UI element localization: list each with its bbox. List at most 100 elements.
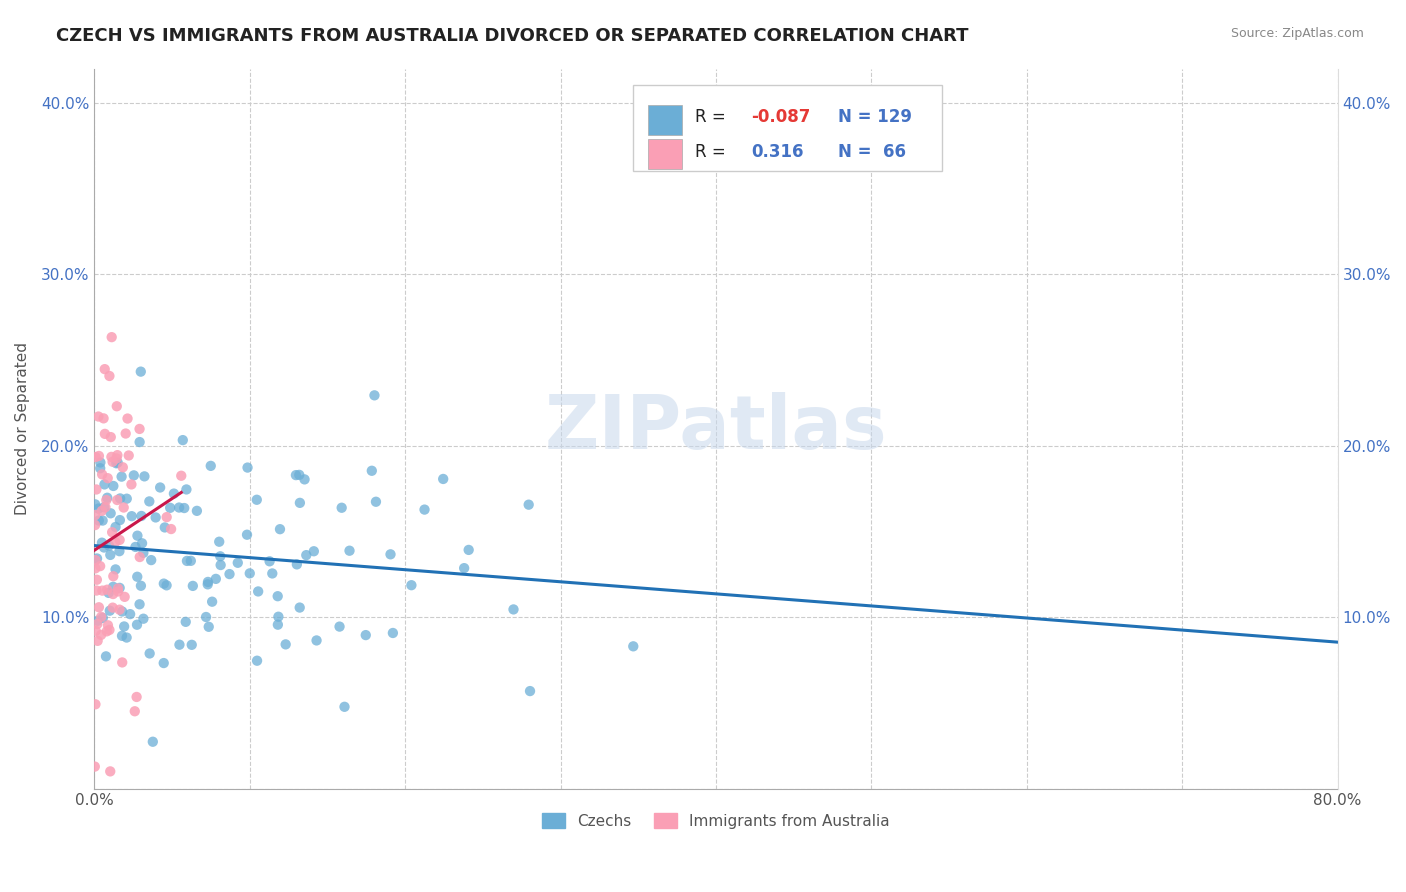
Point [84, 497, 107, 511]
Point [84, 624, 107, 638]
Point [84, 450, 107, 464]
Legend: Czechs, Immigrants from Australia: Czechs, Immigrants from Australia [536, 806, 896, 835]
Point [453, 561, 475, 575]
Point [96, 493, 118, 508]
Point [153, 520, 176, 534]
Point [105, 456, 128, 470]
Point [98, 539, 121, 553]
Point [98, 604, 121, 618]
Point [305, 633, 328, 648]
Point [401, 578, 423, 592]
Point [197, 577, 219, 591]
Point [269, 522, 291, 536]
Point [112, 619, 135, 633]
Point [288, 496, 311, 510]
Point [90, 535, 112, 549]
Point [90, 504, 112, 518]
Point [197, 574, 219, 589]
Point [519, 684, 541, 698]
Point [201, 595, 224, 609]
Point [200, 458, 222, 473]
Point [86, 573, 108, 587]
Point [128, 597, 150, 611]
Point [91, 514, 114, 528]
Point [84, 518, 107, 533]
Point [84, 508, 107, 522]
Point [138, 647, 160, 661]
Text: R =: R = [695, 143, 731, 161]
Point [121, 509, 143, 524]
Point [142, 735, 165, 749]
Point [186, 504, 208, 518]
Point [259, 554, 281, 568]
Point [124, 540, 146, 554]
Point [155, 578, 177, 592]
Point [105, 448, 128, 462]
Point [103, 569, 125, 583]
Point [86, 551, 108, 566]
Point [104, 520, 127, 534]
Point [127, 529, 149, 543]
Point [98, 368, 121, 383]
Point [98, 764, 121, 779]
Point [108, 491, 131, 506]
Point [91, 611, 114, 625]
Point [87, 409, 110, 424]
Point [413, 502, 436, 516]
Point [105, 493, 128, 508]
Point [294, 472, 316, 486]
Point [83, 759, 105, 773]
Point [104, 562, 127, 576]
Text: -0.087: -0.087 [751, 108, 810, 126]
Point [330, 500, 353, 515]
Point [86, 633, 108, 648]
Point [111, 629, 134, 643]
Point [153, 576, 176, 591]
Point [128, 422, 150, 436]
Point [93, 500, 115, 515]
Point [145, 510, 167, 524]
Point [96, 491, 118, 505]
Point [115, 491, 138, 506]
Point [84, 698, 107, 712]
Point [131, 536, 153, 550]
Point [111, 656, 134, 670]
Point [97, 618, 120, 632]
Point [285, 558, 308, 572]
Point [105, 451, 128, 466]
Point [97, 471, 120, 485]
Point [107, 456, 129, 470]
Point [117, 411, 139, 425]
Point [149, 481, 172, 495]
Point [120, 607, 142, 621]
Point [108, 533, 131, 547]
Point [101, 587, 124, 601]
Point [134, 469, 156, 483]
Point [247, 584, 270, 599]
Point [94, 649, 117, 664]
Point [159, 500, 181, 515]
Point [105, 399, 128, 413]
Point [86, 614, 108, 628]
FancyBboxPatch shape [648, 139, 682, 169]
Point [90, 628, 112, 642]
Point [517, 498, 540, 512]
Point [90, 610, 112, 624]
Point [101, 580, 124, 594]
Point [180, 554, 202, 568]
Point [132, 612, 155, 626]
Point [89, 455, 111, 469]
Point [120, 477, 142, 491]
Point [339, 543, 361, 558]
Point [226, 556, 249, 570]
Point [96, 582, 118, 597]
Point [93, 411, 115, 425]
Point [288, 467, 311, 482]
Point [96, 624, 118, 639]
Point [360, 464, 382, 478]
Point [111, 605, 134, 619]
Point [195, 610, 218, 624]
Point [236, 527, 259, 541]
Point [197, 620, 219, 634]
Point [239, 566, 262, 581]
